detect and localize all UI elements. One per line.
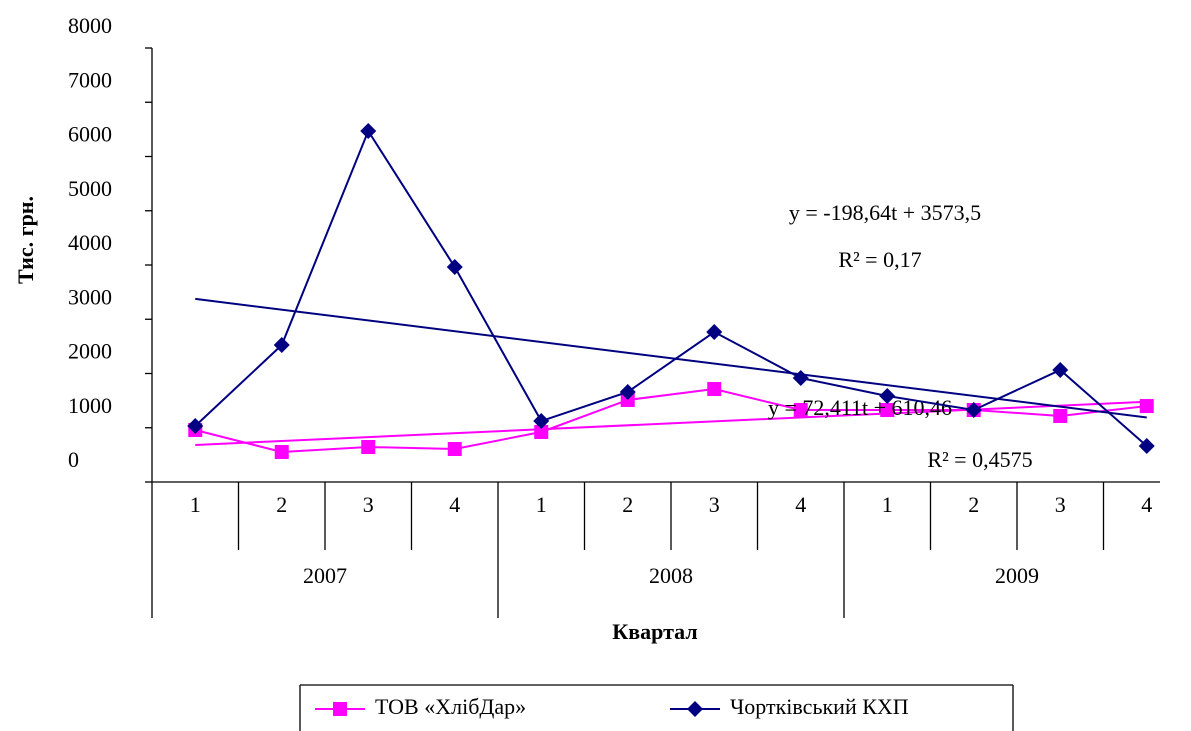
x-tick-label: 2 <box>622 492 633 517</box>
series-line <box>194 128 1148 447</box>
marker <box>1139 399 1154 414</box>
year-label: 2008 <box>649 563 693 588</box>
marker <box>1052 361 1069 378</box>
marker <box>273 337 290 354</box>
trend-r2: R² = 0,17 <box>838 247 921 272</box>
marker <box>446 259 463 276</box>
y-tick-label: 4000 <box>68 230 112 255</box>
x-tick-label: 1 <box>190 492 201 517</box>
marker <box>707 382 722 397</box>
marker <box>879 388 896 405</box>
trend-line <box>195 400 1147 446</box>
y-axis-label: Тис. грн. <box>13 196 38 284</box>
marker <box>620 392 635 407</box>
marker <box>534 424 549 439</box>
legend-label: Чортківський КХП <box>730 694 909 719</box>
marker <box>619 383 636 400</box>
legend-marker <box>687 701 703 717</box>
series-line <box>195 388 1147 454</box>
marker <box>793 403 808 418</box>
marker <box>792 370 809 387</box>
y-tick-label: 3000 <box>68 284 112 309</box>
y-tick-label: 1000 <box>68 393 112 418</box>
marker <box>880 403 895 418</box>
marker <box>361 440 376 455</box>
y-tick-label: 2000 <box>68 339 112 364</box>
x-tick-label: 1 <box>882 492 893 517</box>
x-tick-label: 3 <box>709 492 720 517</box>
year-label: 2007 <box>303 563 347 588</box>
y-tick-label: 5000 <box>68 176 112 201</box>
trend-line <box>195 297 1147 419</box>
marker <box>965 402 982 419</box>
marker <box>1053 408 1068 423</box>
x-tick-label: 4 <box>795 492 806 517</box>
legend-marker <box>333 702 347 716</box>
marker <box>274 444 289 459</box>
marker <box>533 413 550 430</box>
x-tick-label: 3 <box>1055 492 1066 517</box>
marker <box>187 418 204 435</box>
marker <box>1138 437 1155 454</box>
legend-label: ТОВ «ХлібДар» <box>375 694 526 719</box>
y-tick-label: 6000 <box>68 122 112 147</box>
marker <box>447 442 462 457</box>
trend-r2: R² = 0,4575 <box>927 447 1032 472</box>
trend-equation: y = -198,64t + 3573,5 <box>789 200 981 225</box>
x-tick-label: 2 <box>968 492 979 517</box>
x-tick-label: 4 <box>449 492 460 517</box>
marker <box>706 323 723 340</box>
year-label: 2009 <box>995 563 1039 588</box>
x-tick-label: 1 <box>536 492 547 517</box>
x-tick-label: 3 <box>363 492 374 517</box>
x-tick-label: 4 <box>1141 492 1152 517</box>
y-tick-label: 7000 <box>68 67 112 92</box>
marker <box>360 123 377 140</box>
y-tick-label: 8000 <box>68 13 112 38</box>
x-axis-label: Квартал <box>612 619 697 644</box>
y-tick-label: 0 <box>68 447 79 472</box>
x-tick-label: 2 <box>276 492 287 517</box>
trend-equation: y = 72,411t + 610,46 <box>768 395 952 420</box>
